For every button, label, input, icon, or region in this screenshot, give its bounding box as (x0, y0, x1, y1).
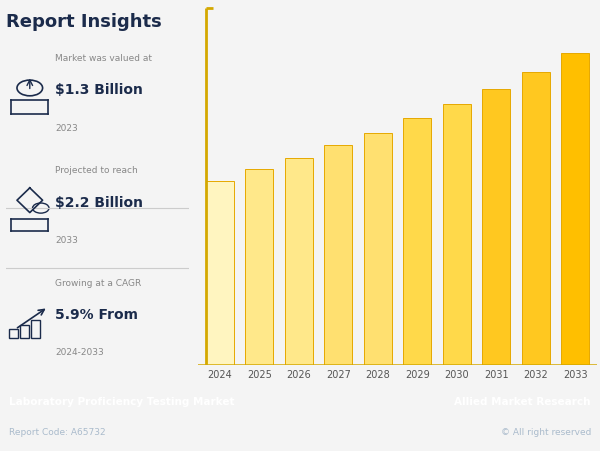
Bar (206, 181, 234, 365)
Text: $2.2 Billion: $2.2 Billion (55, 195, 143, 209)
Bar (403, 119, 431, 365)
Bar (521, 73, 550, 365)
Bar (31, 321, 40, 339)
Bar (364, 133, 392, 365)
Text: 5.9% From: 5.9% From (55, 307, 139, 321)
Text: Allied Market Research: Allied Market Research (455, 396, 591, 406)
Bar (324, 146, 352, 365)
Bar (443, 105, 471, 365)
Bar (9, 330, 18, 339)
Text: Report Code: A65732: Report Code: A65732 (9, 427, 106, 436)
Text: 2024-2033: 2024-2033 (55, 348, 104, 356)
Text: $1.3 Billion: $1.3 Billion (55, 83, 143, 97)
Text: Market was valued at: Market was valued at (55, 54, 152, 63)
Text: Report Insights: Report Insights (6, 14, 162, 31)
Text: © All right reserved: © All right reserved (500, 427, 591, 436)
Bar (561, 54, 589, 365)
Bar (20, 325, 29, 339)
Bar (482, 89, 511, 365)
Bar (284, 159, 313, 365)
Text: Growing at a CAGR: Growing at a CAGR (55, 278, 142, 287)
Text: Projected to reach: Projected to reach (55, 166, 138, 175)
Bar (245, 170, 274, 365)
Text: Laboratory Proficiency Testing Market: Laboratory Proficiency Testing Market (9, 396, 235, 406)
Text: 2023: 2023 (55, 124, 78, 133)
Text: 2033: 2033 (55, 235, 78, 244)
